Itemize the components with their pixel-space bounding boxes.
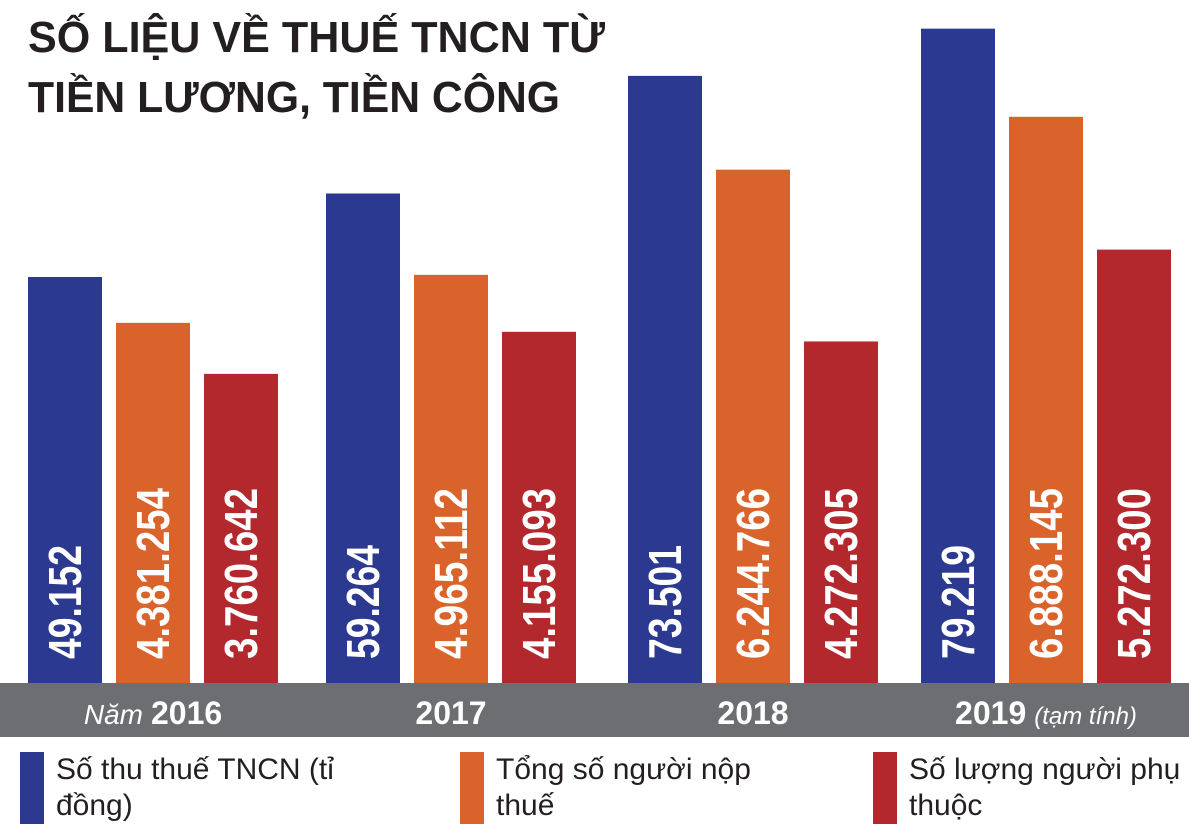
x-tick-label: 2017 <box>415 695 486 731</box>
legend-swatch <box>20 752 44 824</box>
bar <box>204 373 278 683</box>
legend-swatch <box>460 752 484 824</box>
bar <box>414 274 488 683</box>
value-label: 6.888.145 <box>1020 488 1072 659</box>
category-suffix: (tạm tính) <box>1034 703 1137 730</box>
legend-label: Số thu thuế TNCN (tỉ đồng) <box>56 753 334 822</box>
axis-band <box>0 683 1189 737</box>
bar <box>1009 116 1083 683</box>
legend-item: Tổng số người nộp thuế <box>460 752 756 824</box>
bar <box>804 341 878 683</box>
bar <box>716 169 790 683</box>
category-prefix: Năm <box>84 699 143 730</box>
x-tick-label: Năm 2016 <box>84 695 222 731</box>
value-label: 4.965.112 <box>425 488 477 659</box>
value-label: 73.501 <box>639 545 691 659</box>
value-label: 4.381.254 <box>127 488 179 659</box>
year: 2017 <box>415 695 486 731</box>
year: 2016 <box>151 695 222 731</box>
value-label: 4.272.305 <box>815 488 867 659</box>
legend-label: Tổng số người nộp thuế <box>496 753 751 822</box>
chart-title: TIỀN LƯƠNG, TIỀN CÔNG <box>28 71 560 122</box>
year: 2019 <box>955 695 1026 731</box>
value-label: 49.152 <box>39 545 91 659</box>
legend-item: Số lượng người phụ thuộc <box>873 752 1189 824</box>
x-tick-label: 2018 <box>717 695 788 731</box>
chart: SỐ LIỆU VỀ THUẾ TNCN TỪ TIỀN LƯƠNG, TIỀN… <box>0 11 1189 737</box>
value-label: 59.264 <box>337 545 389 659</box>
year: 2018 <box>717 695 788 731</box>
bar <box>502 331 576 683</box>
bar <box>921 28 995 683</box>
legend-swatch <box>873 752 897 824</box>
bar <box>116 322 190 683</box>
chart-title: SỐ LIỆU VỀ THUẾ TNCN TỪ <box>28 11 605 62</box>
bar <box>28 277 102 683</box>
legend-label: Số lượng người phụ thuộc <box>909 753 1181 822</box>
bar <box>326 193 400 683</box>
value-label: 79.219 <box>932 545 984 659</box>
legend: Số thu thuế TNCN (tỉ đồng) Tổng số người … <box>0 752 1189 839</box>
value-label: 3.760.642 <box>215 488 267 659</box>
value-label: 5.272.300 <box>1108 488 1160 659</box>
value-label: 4.155.093 <box>513 488 565 659</box>
legend-item: Số thu thuế TNCN (tỉ đồng) <box>20 752 376 824</box>
bar <box>628 75 702 684</box>
x-tick-label: 2019 (tạm tính) <box>955 695 1137 731</box>
bar <box>1097 249 1171 683</box>
value-label: 6.244.766 <box>727 488 779 659</box>
